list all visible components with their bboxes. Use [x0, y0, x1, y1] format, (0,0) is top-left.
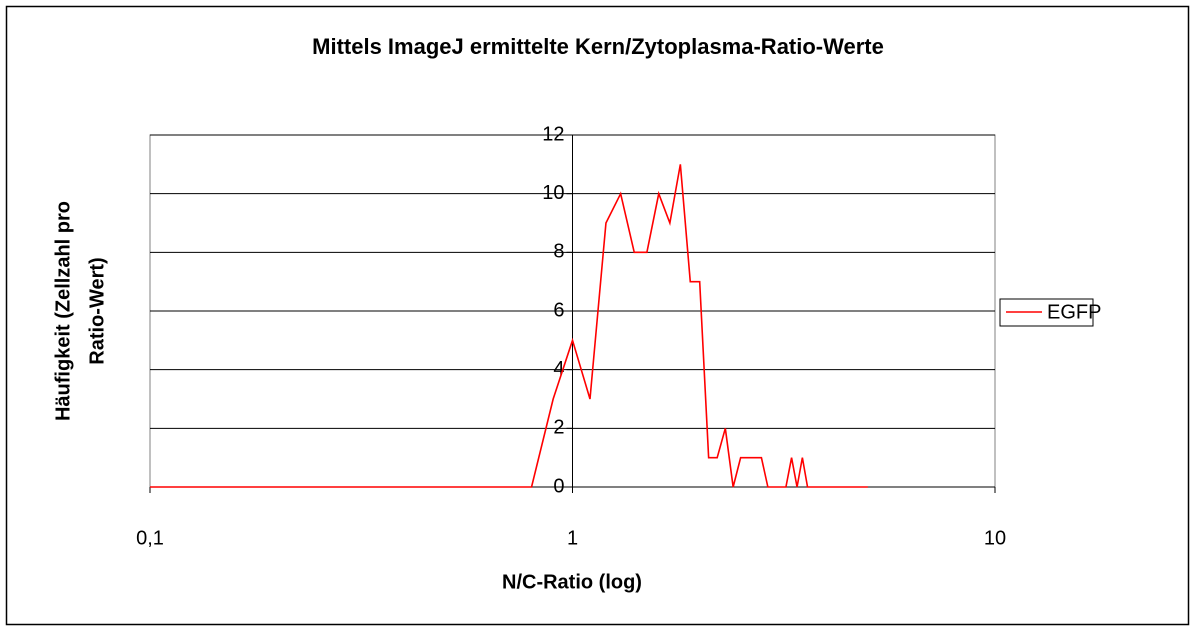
y-axis-label-line: Ratio-Wert): [86, 257, 108, 364]
x-tick-label: 1: [567, 527, 578, 549]
y-tick-label: 12: [542, 123, 564, 145]
y-tick-label: 6: [553, 299, 564, 321]
chart-title: Mittels ImageJ ermittelte Kern/Zytoplasm…: [312, 34, 884, 59]
y-tick-label: 10: [542, 182, 564, 204]
x-axis-label: N/C-Ratio (log): [502, 571, 642, 593]
y-tick-label: 8: [553, 241, 564, 263]
y-tick-label: 4: [553, 358, 564, 380]
legend-label: EGFP: [1047, 301, 1101, 323]
y-tick-label: 0: [553, 475, 564, 497]
x-tick-label: 10: [984, 527, 1006, 549]
line-series: [150, 164, 868, 488]
y-axis-label: Häufigkeit (Zellzahl pro Ratio-Wert): [52, 201, 108, 421]
y-tick-label: 2: [553, 417, 564, 439]
x-tick-label: 0,1: [136, 527, 164, 549]
y-axis-label-line: Häufigkeit (Zellzahl pro: [52, 201, 74, 421]
